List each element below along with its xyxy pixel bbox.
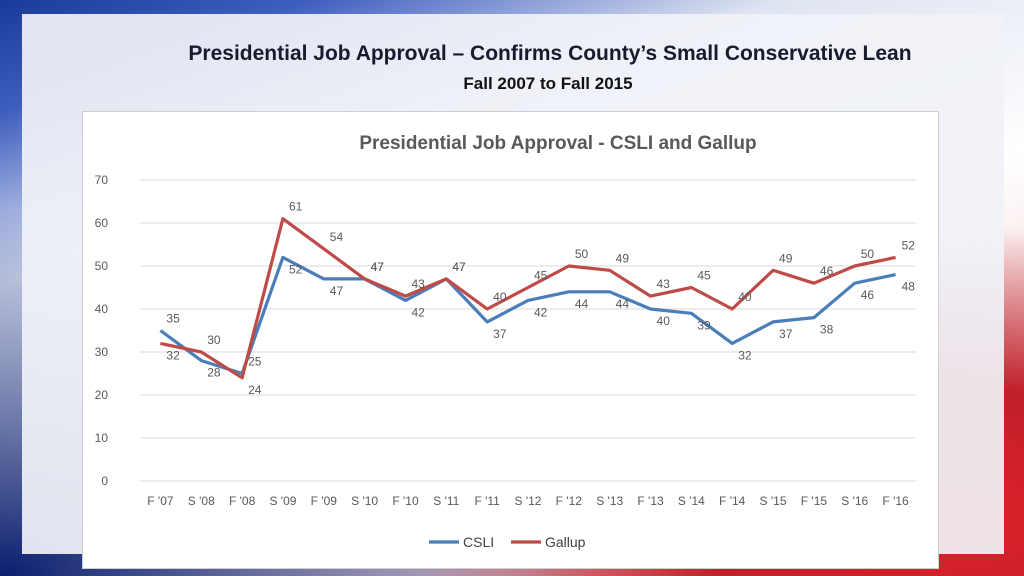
- data-label-csli: 44: [616, 297, 630, 311]
- x-tick-label: F '11: [474, 494, 500, 508]
- slide-title: Presidential Job Approval – Confirms Cou…: [188, 42, 912, 65]
- data-label-csli: 47: [371, 260, 385, 274]
- series-line-gallup: [160, 217, 896, 380]
- data-label-gallup: 30: [207, 333, 221, 347]
- data-label-gallup: 49: [616, 251, 630, 265]
- data-label-gallup: 40: [493, 290, 507, 304]
- x-tick-label: S '15: [760, 494, 787, 508]
- data-label-csli: 35: [166, 312, 180, 326]
- data-label-gallup: 52: [902, 238, 916, 252]
- x-tick-label: F '07: [147, 494, 174, 508]
- y-tick-label: 40: [95, 302, 109, 316]
- data-label-csli: 25: [248, 355, 262, 369]
- data-label-gallup: 49: [779, 251, 793, 265]
- data-label-gallup: 50: [861, 247, 875, 261]
- x-tick-label: S '16: [841, 494, 868, 508]
- data-label-gallup: 32: [166, 348, 180, 362]
- x-tick-label: S '12: [515, 494, 542, 508]
- x-tick-label: F '08: [229, 494, 256, 508]
- line-chart: Presidential Job Approval - CSLI and Gal…: [95, 133, 916, 550]
- x-tick-label: S '10: [351, 494, 378, 508]
- data-label-gallup: 47: [371, 260, 385, 274]
- series-line-csli: [159, 255, 896, 376]
- data-label-csli: 46: [861, 288, 875, 302]
- x-tick-label: F '10: [392, 494, 419, 508]
- y-tick-label: 0: [101, 474, 108, 488]
- series-lines: [159, 217, 896, 380]
- data-label-csli: 48: [902, 280, 916, 294]
- y-tick-label: 20: [95, 388, 109, 402]
- data-label-gallup: 61: [289, 200, 303, 214]
- y-tick-label: 70: [95, 173, 109, 187]
- chart-title: Presidential Job Approval - CSLI and Gal…: [359, 133, 756, 154]
- y-tick-label: 50: [95, 259, 109, 273]
- legend: CSLI Gallup: [429, 534, 586, 550]
- data-label-gallup: 46: [820, 264, 834, 278]
- x-tick-label: F '12: [556, 494, 583, 508]
- x-tick-label: F '09: [311, 494, 338, 508]
- x-tick-label: F '16: [882, 494, 909, 508]
- data-label-csli: 47: [452, 260, 466, 274]
- data-labels: 35 28 25 52 47 47 42 47 37 42 44 44 40 39 32 37 38 46 48 32…: [166, 200, 915, 397]
- data-label-csli: 47: [330, 284, 344, 298]
- legend-label-gallup: Gallup: [545, 534, 586, 550]
- data-label-gallup: 45: [697, 269, 711, 283]
- y-tick-label: 60: [95, 216, 109, 230]
- x-tick-label: F '15: [801, 494, 828, 508]
- x-axis-ticks: F '07 S '08 F '08 S '09 F '09 S '10 F '10 S '11…: [147, 494, 909, 508]
- data-label-gallup: 43: [411, 277, 425, 291]
- data-label-csli: 42: [411, 305, 425, 319]
- data-label-gallup: 54: [330, 230, 344, 244]
- legend-label-csli: CSLI: [463, 534, 494, 550]
- data-label-csli: 39: [697, 318, 711, 332]
- x-tick-label: S '13: [596, 494, 623, 508]
- y-axis-ticks: 0 10 20 30 40 50 60 70: [95, 173, 109, 488]
- x-tick-label: S '11: [433, 494, 459, 508]
- data-label-csli: 37: [493, 327, 507, 341]
- x-tick-label: F '14: [719, 494, 746, 508]
- data-label-csli: 42: [534, 305, 548, 319]
- data-label-gallup: 50: [575, 247, 589, 261]
- data-label-gallup: 47: [452, 260, 466, 274]
- y-tick-label: 30: [95, 345, 109, 359]
- data-label-csli: 40: [657, 314, 671, 328]
- x-tick-label: F '13: [637, 494, 664, 508]
- data-label-csli: 38: [820, 323, 834, 337]
- data-label-gallup: 24: [248, 383, 262, 397]
- x-tick-label: S '14: [678, 494, 705, 508]
- data-label-gallup: 43: [657, 277, 671, 291]
- chart-area: Presidential Job Approval - CSLI and Gal…: [82, 111, 939, 569]
- x-tick-label: S '09: [269, 494, 296, 508]
- data-label-csli: 32: [738, 348, 752, 362]
- x-tick-label: S '08: [188, 494, 215, 508]
- data-label-gallup: 45: [534, 269, 548, 283]
- y-tick-label: 10: [95, 431, 109, 445]
- data-label-gallup: 40: [738, 290, 752, 304]
- data-label-csli: 52: [289, 262, 303, 276]
- slide-subtitle: Fall 2007 to Fall 2015: [463, 74, 633, 93]
- data-label-csli: 44: [575, 297, 589, 311]
- data-label-csli: 37: [779, 327, 793, 341]
- data-label-csli: 28: [207, 366, 221, 380]
